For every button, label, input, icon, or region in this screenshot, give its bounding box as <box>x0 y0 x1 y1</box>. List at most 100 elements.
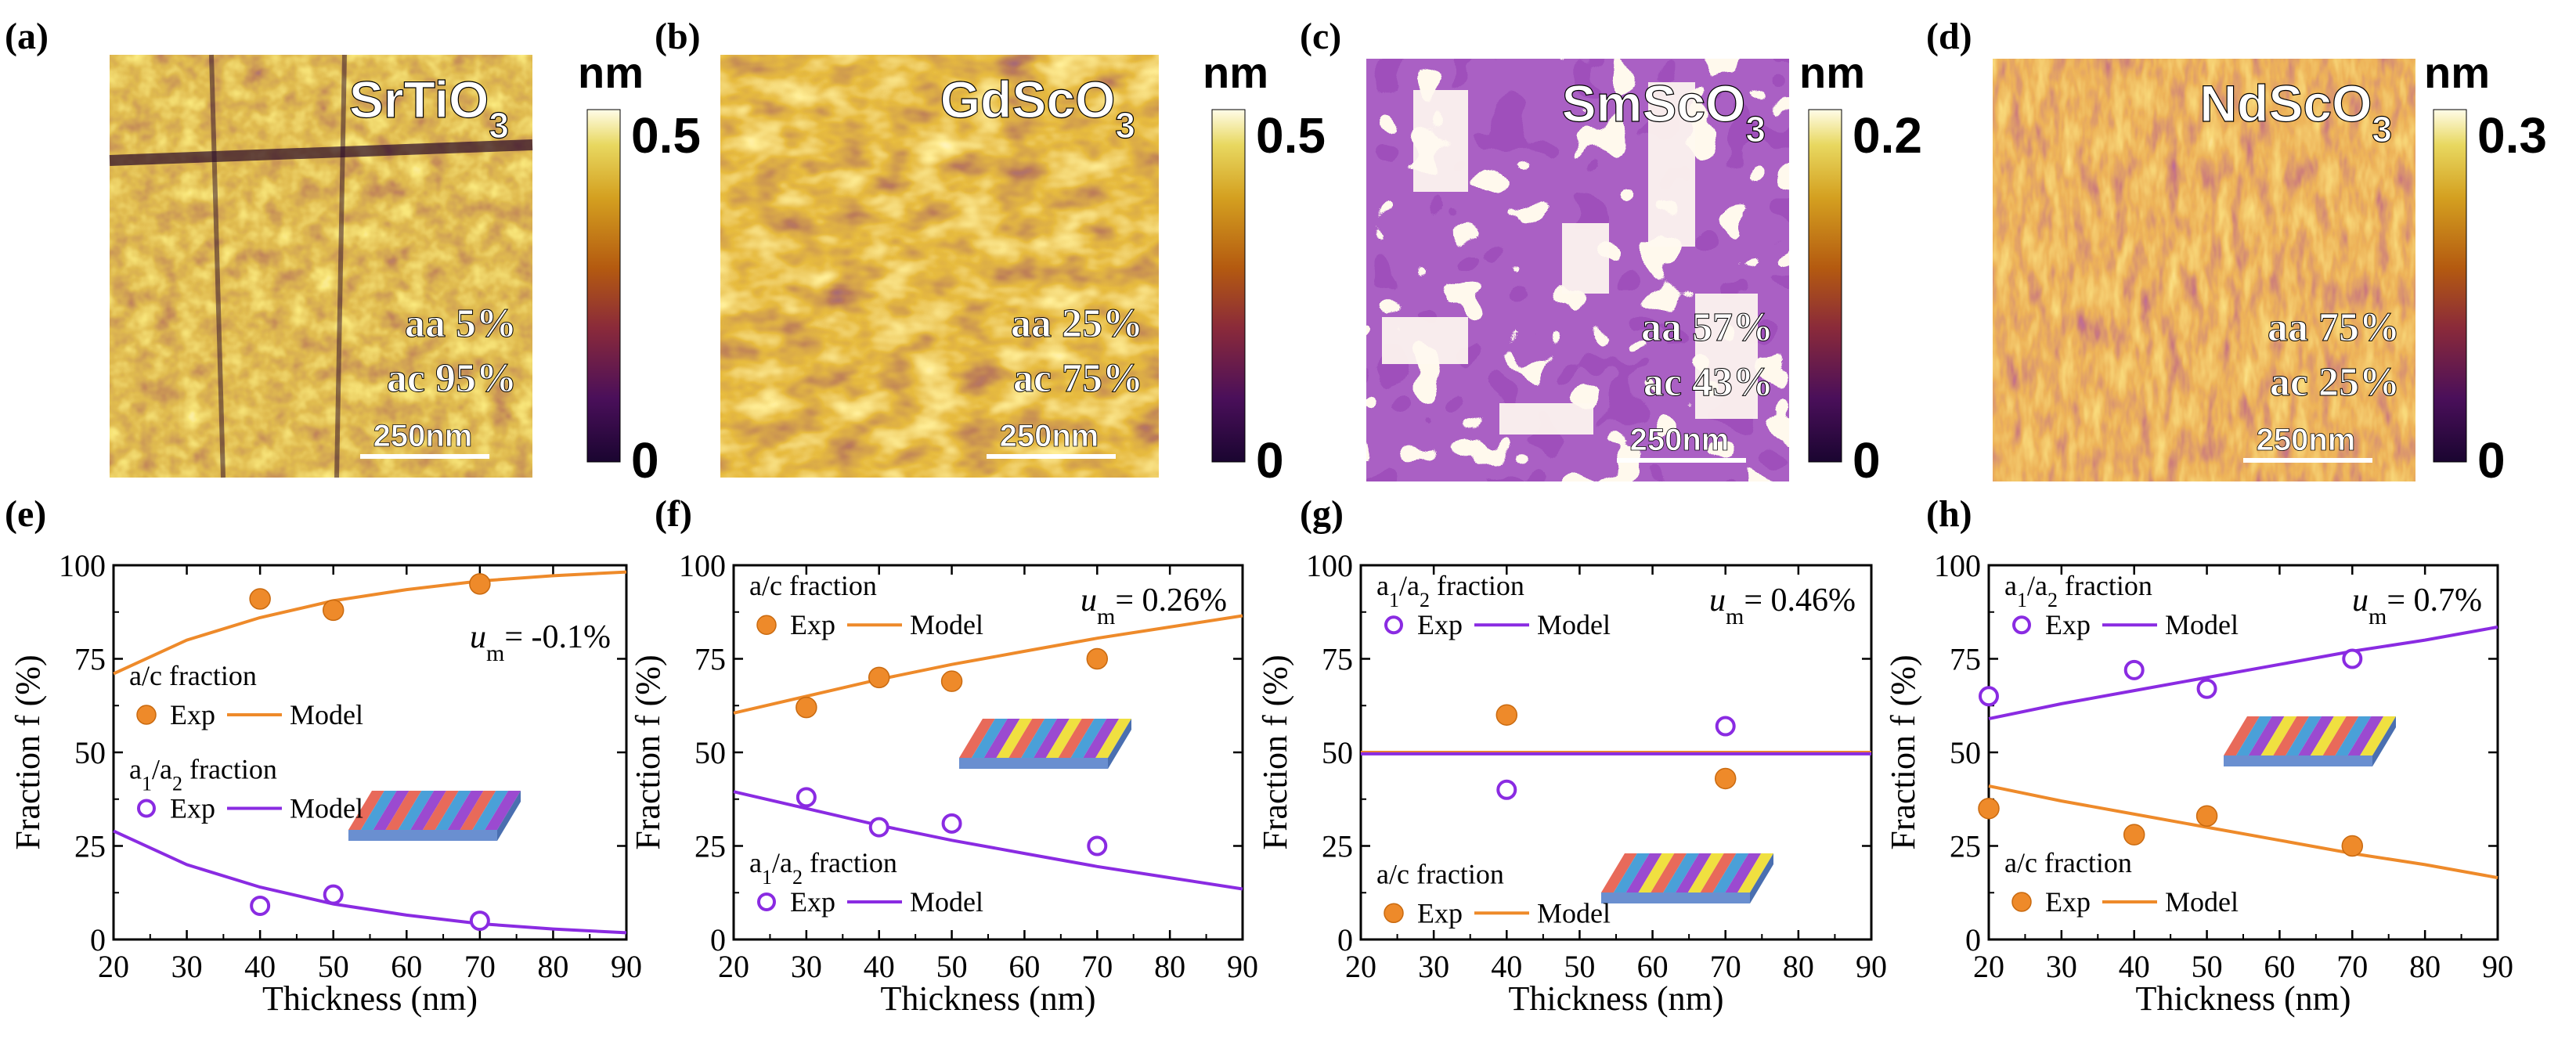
scalebar <box>360 454 489 459</box>
inset-base <box>959 758 1108 769</box>
x-tick-label: 20 <box>1973 949 2004 984</box>
inset-side <box>1750 853 1773 903</box>
x-tick-label: 60 <box>1008 949 1040 984</box>
scalebar <box>987 454 1116 459</box>
afm-aa-label: aa 57% <box>1641 305 1773 350</box>
x-tick-label: 30 <box>2046 949 2077 984</box>
inset-stripe <box>423 791 459 830</box>
inset-stripe <box>1083 719 1120 758</box>
y-tick-label: 25 <box>695 829 726 864</box>
model-line-ac <box>733 614 1243 715</box>
afm-domain <box>1648 82 1695 247</box>
inset-stripe <box>2347 716 2384 755</box>
colorbar-max: 0.5 <box>1256 107 1326 164</box>
legend-marker-exp <box>2011 892 2032 912</box>
inset-stripe <box>435 791 471 830</box>
legend-title: a1/a2 fraction <box>1376 570 1524 611</box>
model-line-a1a2 <box>733 790 1243 891</box>
exp-point-ac <box>2123 824 2145 846</box>
inset-stripe <box>1058 719 1095 758</box>
afm-aa-label: aa 75% <box>2268 305 2400 350</box>
x-axis-label: Thickness (nm) <box>262 979 478 1018</box>
inset-stripe <box>472 791 509 830</box>
x-tick-label: 60 <box>1637 949 1669 984</box>
exp-point-a1a2 <box>868 817 889 838</box>
y-tick-label: 50 <box>695 735 726 770</box>
inset-stripe <box>971 719 1008 758</box>
exp-point-ac <box>2341 835 2364 857</box>
inset-stripe <box>1095 719 1131 758</box>
inset-stripe <box>1613 853 1650 893</box>
x-tick-label: 80 <box>537 949 568 984</box>
y-tick-label: 25 <box>1322 829 1353 864</box>
exp-point-a1a2 <box>2342 648 2363 669</box>
inset-stripe <box>1021 719 1057 758</box>
y-tick-label: 100 <box>679 548 726 583</box>
inset-stripe <box>1045 719 1082 758</box>
um-label: um= 0.46% <box>1709 582 1856 629</box>
afm-image <box>110 55 532 478</box>
scalebar-label: 250nm <box>1000 419 1099 453</box>
x-tick-label: 40 <box>864 949 895 984</box>
legend-title: a/c fraction <box>749 570 877 601</box>
legend-exp-label: Exp <box>1417 897 1463 929</box>
panel-letter: (c) <box>1300 16 1341 57</box>
y-tick-label: 50 <box>74 735 106 770</box>
exp-point-ac <box>469 573 491 595</box>
exp-point-a1a2 <box>796 787 817 808</box>
legend-marker-exp <box>1384 903 1404 924</box>
afm-feature <box>334 54 347 478</box>
inset-stripe <box>398 791 435 830</box>
exp-point-a1a2 <box>1087 835 1108 856</box>
inset-stripe <box>2360 716 2396 755</box>
inset-side <box>2372 716 2396 766</box>
afm-ac-label: ac 95% <box>387 356 517 401</box>
y-tick-label: 50 <box>1950 735 1981 770</box>
exp-point-ac <box>796 696 817 719</box>
panel-letter: (a) <box>5 16 49 57</box>
y-axis-label: Fraction f (%) <box>9 655 47 849</box>
legend-title: a/c fraction <box>1376 858 1504 889</box>
afm-ac-label: ac 75% <box>1013 356 1143 401</box>
inset-stripe <box>1070 719 1107 758</box>
panel-letter: (d) <box>1926 16 1972 57</box>
exp-point-a1a2 <box>1979 686 1999 707</box>
exp-point-ac <box>940 670 963 692</box>
exp-point-ac <box>868 666 890 689</box>
inset-stripe <box>2248 716 2285 755</box>
legend-marker-exp <box>2012 615 2031 635</box>
panel-letter: (b) <box>655 16 701 57</box>
inset-stripe <box>373 791 409 830</box>
x-tick-label: 70 <box>1081 949 1113 984</box>
x-tick-label: 40 <box>1491 949 1522 984</box>
inset-stripe <box>348 791 384 830</box>
exp-point-a1a2 <box>250 895 271 916</box>
model-line-a1a2 <box>1988 625 2498 720</box>
legend-exp-label: Exp <box>2045 609 2091 640</box>
x-tick-label: 20 <box>718 949 749 984</box>
exp-point-a1a2 <box>2196 678 2217 699</box>
x-tick-label: 60 <box>391 949 422 984</box>
legend-model-label: Model <box>2165 886 2239 918</box>
inset-stripe <box>1725 853 1762 893</box>
x-tick-label: 30 <box>1418 949 1449 984</box>
x-tick-label: 50 <box>2192 949 2223 984</box>
afm-image <box>1993 59 2415 481</box>
panel-letter: (h) <box>1926 493 1972 535</box>
x-axis-label: Thickness (nm) <box>1509 979 1724 1018</box>
x-tick-label: 90 <box>611 949 642 984</box>
panel-letter: (f) <box>655 493 692 535</box>
inset-stripe <box>1601 853 1637 893</box>
model-line-ac <box>1988 784 2498 880</box>
inset-stripe <box>410 791 446 830</box>
afm-ac-label: ac 25% <box>2270 360 2400 405</box>
um-label: um= 0.7% <box>2352 582 2482 629</box>
colorbar-unit: nm <box>578 48 644 97</box>
inset-stripe <box>1663 853 1699 893</box>
model-line-ac <box>113 570 627 676</box>
inset-base <box>1601 893 1750 903</box>
colorbar-min: 0 <box>1853 432 1881 489</box>
exp-point-ac <box>1495 704 1518 726</box>
